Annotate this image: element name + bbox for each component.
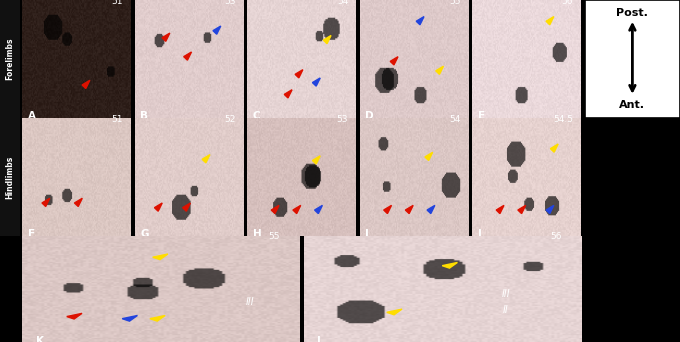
Text: L: L (318, 336, 324, 342)
Polygon shape (496, 205, 504, 214)
Text: D: D (365, 111, 374, 121)
Polygon shape (390, 57, 398, 65)
Text: 54: 54 (337, 0, 348, 6)
Text: 51: 51 (112, 115, 123, 124)
Text: Post.: Post. (617, 8, 648, 18)
Text: 55: 55 (449, 0, 460, 6)
Text: Ant.: Ant. (619, 100, 645, 110)
Polygon shape (312, 156, 320, 164)
Polygon shape (153, 254, 168, 260)
Text: 53: 53 (337, 115, 348, 124)
Polygon shape (442, 262, 458, 268)
Polygon shape (518, 205, 526, 214)
Polygon shape (312, 78, 320, 86)
Polygon shape (436, 66, 443, 74)
Text: 52: 52 (224, 115, 236, 124)
Text: F: F (28, 229, 35, 239)
Text: C: C (253, 111, 260, 121)
Polygon shape (425, 152, 432, 160)
Text: III: III (245, 297, 254, 307)
Text: Forelimbs: Forelimbs (5, 38, 15, 80)
Polygon shape (82, 80, 90, 89)
Text: H: H (253, 229, 262, 239)
Text: 51: 51 (112, 0, 123, 6)
Polygon shape (427, 205, 435, 214)
Polygon shape (202, 155, 210, 163)
Text: E: E (478, 111, 485, 121)
Text: Hindlimbs: Hindlimbs (5, 155, 15, 199)
Polygon shape (323, 36, 331, 44)
Polygon shape (150, 315, 165, 321)
Polygon shape (293, 205, 301, 214)
Text: B: B (140, 111, 148, 121)
Text: III: III (502, 289, 510, 299)
Polygon shape (75, 198, 82, 207)
Polygon shape (550, 144, 558, 152)
Text: 54: 54 (449, 115, 460, 124)
Text: G: G (140, 229, 149, 239)
Polygon shape (384, 205, 392, 214)
Text: II: II (503, 305, 509, 315)
Polygon shape (315, 205, 322, 214)
Polygon shape (416, 16, 424, 25)
Polygon shape (295, 70, 303, 78)
Polygon shape (162, 33, 170, 41)
Polygon shape (546, 205, 554, 214)
Polygon shape (546, 16, 554, 25)
Polygon shape (387, 309, 402, 315)
Polygon shape (154, 203, 163, 211)
Text: 54.5: 54.5 (553, 115, 573, 124)
Text: 53: 53 (224, 0, 236, 6)
Text: J: J (478, 229, 481, 239)
Polygon shape (213, 26, 221, 34)
Polygon shape (284, 90, 292, 98)
Text: A: A (28, 111, 36, 121)
Polygon shape (183, 203, 190, 211)
Text: 56: 56 (550, 232, 561, 241)
Polygon shape (271, 205, 279, 214)
Text: K: K (36, 336, 44, 342)
Polygon shape (405, 205, 413, 214)
Polygon shape (42, 198, 50, 207)
Polygon shape (67, 313, 82, 319)
Text: 55: 55 (269, 232, 280, 241)
Text: I: I (365, 229, 369, 239)
Polygon shape (122, 315, 137, 321)
Text: 56: 56 (562, 0, 573, 6)
Polygon shape (184, 52, 192, 60)
